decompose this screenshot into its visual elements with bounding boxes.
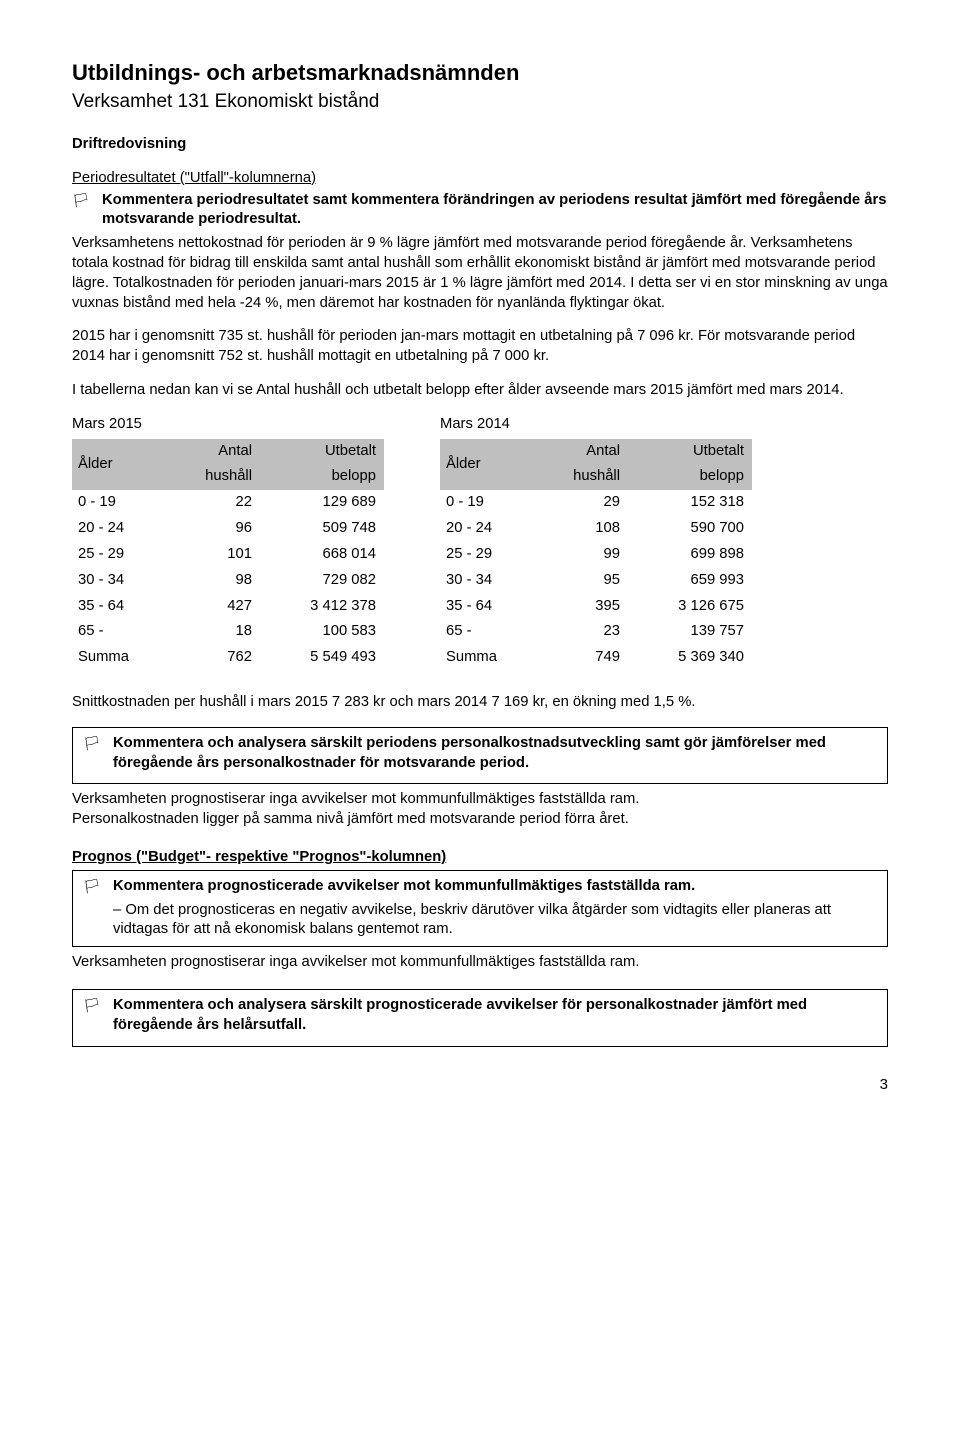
cell-count: 395 xyxy=(528,594,628,620)
cell-count: 108 xyxy=(528,516,628,542)
cell-age: 0 - 19 xyxy=(72,490,160,516)
cell-amount: 729 082 xyxy=(260,568,384,594)
table-row: 30 - 3495659 993 xyxy=(440,568,752,594)
drift-label: Driftredovisning xyxy=(72,135,888,155)
table-row: 30 - 3498729 082 xyxy=(72,568,384,594)
cell-amount: 659 993 xyxy=(628,568,752,594)
th-amount-l2: belopp xyxy=(260,464,384,490)
cell-count: 99 xyxy=(528,542,628,568)
th-amount-l2: belopp xyxy=(628,464,752,490)
th-count-l1: Antal xyxy=(528,439,628,465)
cell-count: 29 xyxy=(528,490,628,516)
cell-age: 25 - 29 xyxy=(440,542,528,568)
table-row: 65 -18100 583 xyxy=(72,619,384,645)
table-2015-caption: Mars 2015 xyxy=(72,415,384,435)
period-heading: Periodresultatet ("Utfall"-kolumnerna) xyxy=(72,170,316,186)
drift-flag-text: Kommentera periodresultatet samt komment… xyxy=(102,191,888,231)
cell-amount: 3 126 675 xyxy=(628,594,752,620)
flag-icon: 🏳 xyxy=(72,191,88,210)
prognos-heading: Prognos ("Budget"- respektive "Prognos"-… xyxy=(72,849,446,865)
flag-icon: 🏳 xyxy=(83,996,99,1015)
flag-icon: 🏳 xyxy=(83,734,99,753)
table-2014-caption: Mars 2014 xyxy=(440,415,752,435)
prognos-flag-text: Kommentera prognosticerade avvikelser mo… xyxy=(113,877,695,897)
cell-count: 96 xyxy=(160,516,260,542)
cell-amount: 139 757 xyxy=(628,619,752,645)
cell-amount: 5 549 493 xyxy=(260,645,384,671)
table-row: 0 - 1929152 318 xyxy=(440,490,752,516)
cell-age: 65 - xyxy=(72,619,160,645)
cell-count: 22 xyxy=(160,490,260,516)
table-row: 65 -23139 757 xyxy=(440,619,752,645)
cell-count: 18 xyxy=(160,619,260,645)
cell-amount: 699 898 xyxy=(628,542,752,568)
table-row: 20 - 2496509 748 xyxy=(72,516,384,542)
table-row: 25 - 2999699 898 xyxy=(440,542,752,568)
cell-age: 20 - 24 xyxy=(440,516,528,542)
table-row: 20 - 24108590 700 xyxy=(440,516,752,542)
drift-body-2: 2015 har i genomsnitt 735 st. hushåll fö… xyxy=(72,327,888,367)
box-prognos: 🏳 Kommentera prognosticerade avvikelser … xyxy=(72,870,888,947)
page-title: Utbildnings- och arbetsmarknadsnämnden xyxy=(72,58,888,87)
prognos-after: Verksamheten prognostiserar inga avvikel… xyxy=(72,953,888,973)
box3-flag-text: Kommentera och analysera särskilt progno… xyxy=(113,996,877,1036)
cell-count: 762 xyxy=(160,645,260,671)
after-box1-l1: Verksamheten prognostiserar inga avvikel… xyxy=(72,791,639,807)
drift-body-1: Verksamhetens nettokostnad för perioden … xyxy=(72,234,888,313)
cell-count: 427 xyxy=(160,594,260,620)
th-age: Ålder xyxy=(440,439,528,491)
cell-age: 65 - xyxy=(440,619,528,645)
box1-flag-text: Kommentera och analysera särskilt period… xyxy=(113,734,877,774)
cell-amount: 129 689 xyxy=(260,490,384,516)
table-row: Summa7625 549 493 xyxy=(72,645,384,671)
th-count-l1: Antal xyxy=(160,439,260,465)
cell-count: 98 xyxy=(160,568,260,594)
cell-count: 95 xyxy=(528,568,628,594)
cell-count: 23 xyxy=(528,619,628,645)
cell-age: 35 - 64 xyxy=(72,594,160,620)
table-row: 35 - 643953 126 675 xyxy=(440,594,752,620)
cell-amount: 509 748 xyxy=(260,516,384,542)
cell-count: 749 xyxy=(528,645,628,671)
table-row: 0 - 1922129 689 xyxy=(72,490,384,516)
flag-icon: 🏳 xyxy=(83,877,99,896)
after-box1-l2: Personalkostnaden ligger på samma nivå j… xyxy=(72,811,629,827)
table-row: 35 - 644273 412 378 xyxy=(72,594,384,620)
cell-amount: 3 412 378 xyxy=(260,594,384,620)
cell-count: 101 xyxy=(160,542,260,568)
drift-flag-line: 🏳 Kommentera periodresultatet samt komme… xyxy=(72,191,888,231)
prognos-indent: – Om det prognosticeras en negativ avvik… xyxy=(113,901,877,941)
cell-age: 35 - 64 xyxy=(440,594,528,620)
table-row: 25 - 29101668 014 xyxy=(72,542,384,568)
table-2014-body: 0 - 1929152 31820 - 24108590 70025 - 299… xyxy=(440,490,752,671)
box-personalkostnad: 🏳 Kommentera och analysera särskilt peri… xyxy=(72,727,888,785)
cell-amount: 590 700 xyxy=(628,516,752,542)
cell-amount: 152 318 xyxy=(628,490,752,516)
cell-age: Summa xyxy=(440,645,528,671)
page-number: 3 xyxy=(72,1075,888,1095)
box-personalkostnad-prognos: 🏳 Kommentera och analysera särskilt prog… xyxy=(72,989,888,1047)
cell-age: 0 - 19 xyxy=(440,490,528,516)
cell-age: 25 - 29 xyxy=(72,542,160,568)
table-row: Summa7495 369 340 xyxy=(440,645,752,671)
th-amount-l1: Utbetalt xyxy=(260,439,384,465)
cell-age: 30 - 34 xyxy=(72,568,160,594)
cell-age: 20 - 24 xyxy=(72,516,160,542)
cell-age: Summa xyxy=(72,645,160,671)
th-age: Ålder xyxy=(72,439,160,491)
table-2015: Mars 2015 Ålder Antal Utbetalt hushåll b… xyxy=(72,415,384,671)
cell-age: 30 - 34 xyxy=(440,568,528,594)
page-subtitle: Verksamhet 131 Ekonomiskt bistånd xyxy=(72,89,888,114)
cell-amount: 100 583 xyxy=(260,619,384,645)
th-count-l2: hushåll xyxy=(528,464,628,490)
cell-amount: 668 014 xyxy=(260,542,384,568)
table-2015-body: 0 - 1922129 68920 - 2496509 74825 - 2910… xyxy=(72,490,384,671)
drift-body-3: I tabellerna nedan kan vi se Antal hushå… xyxy=(72,381,888,401)
table-2014: Mars 2014 Ålder Antal Utbetalt hushåll b… xyxy=(440,415,752,671)
th-amount-l1: Utbetalt xyxy=(628,439,752,465)
snitt-text: Snittkostnaden per hushåll i mars 2015 7… xyxy=(72,693,888,713)
th-count-l2: hushåll xyxy=(160,464,260,490)
cell-amount: 5 369 340 xyxy=(628,645,752,671)
